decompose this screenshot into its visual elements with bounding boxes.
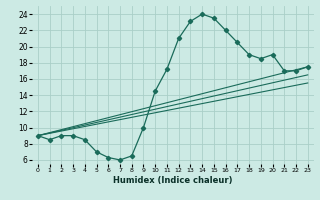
X-axis label: Humidex (Indice chaleur): Humidex (Indice chaleur) <box>113 176 233 185</box>
